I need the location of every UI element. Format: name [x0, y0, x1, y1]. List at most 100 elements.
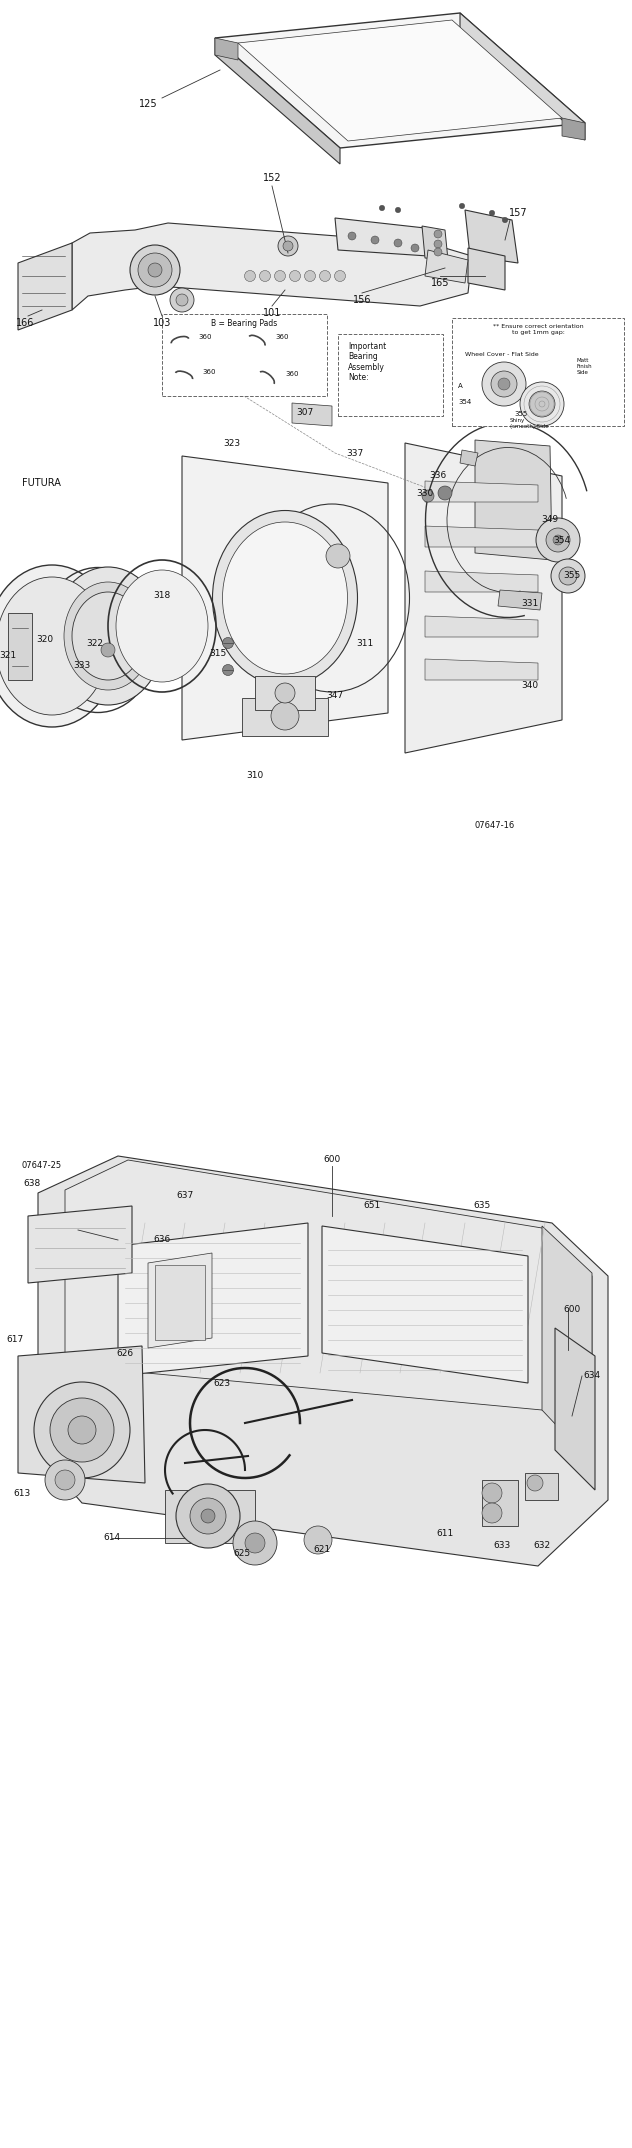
Text: 360: 360 [275, 333, 288, 339]
Polygon shape [72, 223, 472, 309]
Circle shape [520, 382, 564, 425]
Circle shape [55, 1469, 75, 1491]
Text: 07647-16: 07647-16 [475, 821, 515, 831]
Text: 626: 626 [116, 1349, 133, 1358]
Text: Shiny
(smooth) Side: Shiny (smooth) Side [510, 419, 549, 430]
Circle shape [422, 490, 434, 503]
Text: 354: 354 [554, 535, 571, 543]
Circle shape [434, 247, 442, 256]
Text: 157: 157 [509, 208, 527, 217]
Text: 625: 625 [233, 1549, 250, 1557]
Polygon shape [238, 19, 562, 142]
Text: 617: 617 [6, 1336, 23, 1345]
Circle shape [130, 245, 180, 294]
Circle shape [498, 378, 510, 391]
Text: Important
Bearing
Assembly
Note:: Important Bearing Assembly Note: [348, 342, 386, 382]
Polygon shape [165, 1491, 255, 1542]
Circle shape [222, 664, 233, 674]
Circle shape [245, 271, 255, 281]
Circle shape [283, 241, 293, 251]
Text: Wheel Cover - Flat Side: Wheel Cover - Flat Side [465, 352, 539, 357]
Text: 320: 320 [37, 636, 54, 644]
Circle shape [326, 543, 350, 567]
Circle shape [482, 1482, 502, 1504]
Circle shape [45, 1461, 85, 1499]
Text: 611: 611 [436, 1529, 454, 1538]
Circle shape [271, 702, 299, 730]
Polygon shape [425, 616, 538, 638]
Text: 07647-25: 07647-25 [22, 1162, 62, 1171]
Polygon shape [38, 1156, 608, 1566]
Text: 360: 360 [198, 333, 212, 339]
Polygon shape [335, 217, 428, 256]
Polygon shape [482, 1480, 518, 1525]
Polygon shape [242, 698, 328, 737]
Ellipse shape [0, 565, 118, 726]
Circle shape [289, 271, 300, 281]
Text: 165: 165 [431, 277, 449, 288]
Polygon shape [425, 481, 538, 503]
FancyBboxPatch shape [452, 318, 624, 425]
Circle shape [170, 288, 194, 311]
Ellipse shape [222, 522, 348, 674]
Text: 360: 360 [202, 369, 216, 376]
Text: 613: 613 [13, 1489, 30, 1497]
Circle shape [50, 1398, 114, 1463]
Text: 634: 634 [583, 1373, 600, 1381]
Polygon shape [498, 591, 542, 610]
Circle shape [305, 271, 315, 281]
Circle shape [411, 245, 419, 251]
Circle shape [529, 391, 555, 417]
Ellipse shape [52, 567, 164, 705]
Circle shape [222, 638, 233, 649]
Circle shape [459, 204, 465, 208]
Polygon shape [118, 1222, 308, 1377]
Text: A: A [458, 382, 463, 389]
Circle shape [482, 1504, 502, 1523]
Circle shape [176, 294, 188, 305]
Circle shape [438, 485, 452, 500]
Ellipse shape [72, 593, 144, 681]
Polygon shape [215, 39, 340, 163]
Circle shape [101, 642, 115, 657]
Text: 166: 166 [16, 318, 34, 329]
Polygon shape [468, 247, 505, 290]
Circle shape [551, 558, 585, 593]
Text: 333: 333 [73, 662, 90, 670]
Polygon shape [475, 440, 552, 561]
Circle shape [201, 1510, 215, 1523]
Text: 354: 354 [458, 400, 471, 406]
Polygon shape [18, 1347, 145, 1482]
Text: Matt
Finish
Side: Matt Finish Side [577, 359, 593, 374]
Text: 323: 323 [224, 438, 241, 447]
Circle shape [379, 206, 385, 211]
Text: 331: 331 [521, 599, 538, 608]
Text: 651: 651 [363, 1201, 380, 1211]
Ellipse shape [64, 582, 152, 690]
Text: 636: 636 [154, 1235, 171, 1244]
Text: 623: 623 [214, 1379, 231, 1388]
Text: 336: 336 [429, 473, 447, 481]
Circle shape [348, 232, 356, 241]
Polygon shape [422, 226, 448, 260]
Circle shape [527, 1476, 543, 1491]
Text: 349: 349 [542, 516, 559, 524]
Text: 632: 632 [533, 1542, 550, 1551]
Polygon shape [8, 612, 32, 681]
Text: 638: 638 [23, 1179, 40, 1188]
Text: 637: 637 [176, 1192, 193, 1201]
Text: 315: 315 [209, 649, 227, 657]
Text: 337: 337 [346, 449, 363, 458]
Polygon shape [555, 1327, 595, 1491]
Polygon shape [460, 449, 478, 466]
Circle shape [559, 567, 577, 584]
Text: 311: 311 [356, 638, 374, 647]
Text: 307: 307 [296, 408, 313, 417]
Bar [155, 1265, 205, 1340]
Circle shape [274, 271, 286, 281]
Circle shape [304, 1525, 332, 1553]
Polygon shape [425, 571, 538, 593]
Text: 633: 633 [494, 1542, 511, 1551]
Text: 152: 152 [263, 174, 281, 183]
Polygon shape [28, 1205, 132, 1282]
